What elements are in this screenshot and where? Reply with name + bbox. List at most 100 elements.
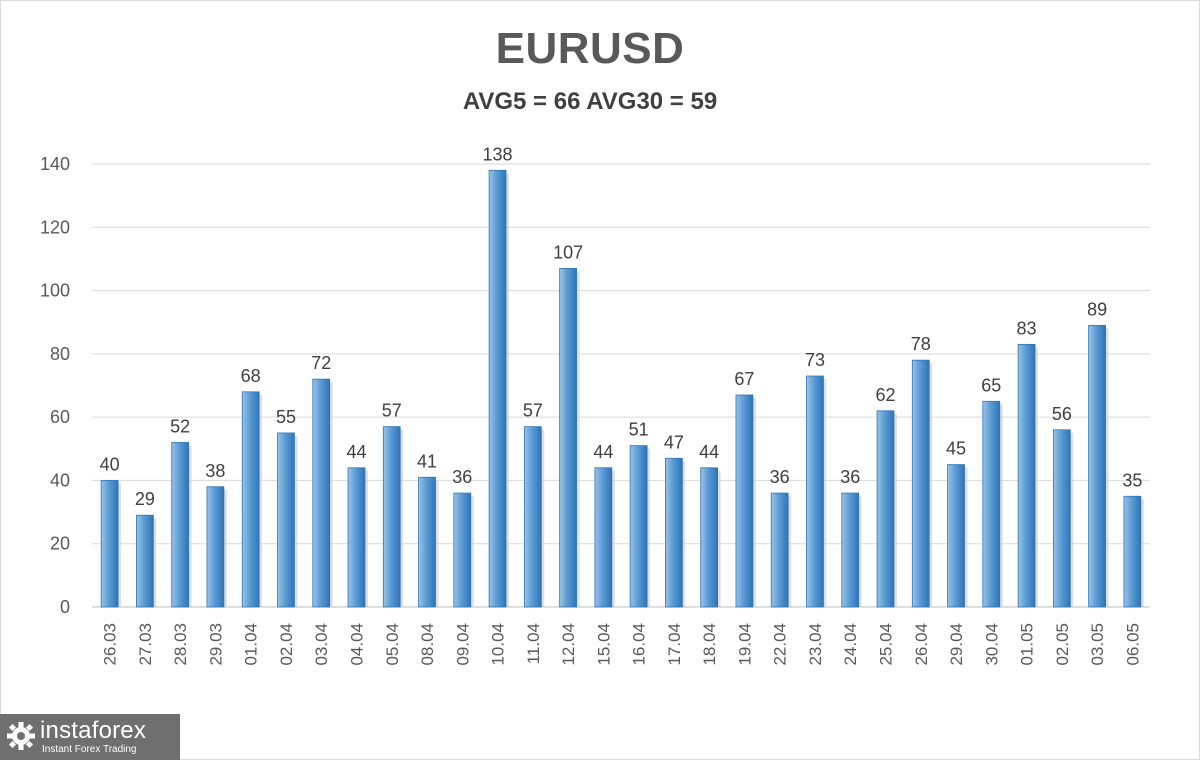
- bar: [453, 492, 472, 608]
- logo-name: instaforex: [40, 717, 147, 744]
- x-tick-label: 09.04: [453, 623, 472, 666]
- data-label: 107: [553, 242, 583, 262]
- bar: [982, 400, 1001, 608]
- y-tick-label: 40: [50, 470, 70, 490]
- x-tick-label: 29.04: [947, 623, 966, 666]
- x-tick-label: 18.04: [700, 623, 719, 666]
- data-label: 45: [946, 439, 966, 459]
- data-label: 57: [382, 401, 402, 421]
- bar: [700, 467, 719, 608]
- bar: [770, 492, 789, 608]
- x-tick-label: 27.03: [136, 623, 155, 666]
- x-tick-label: 02.05: [1053, 623, 1072, 666]
- x-tick-label: 10.04: [489, 623, 508, 666]
- x-tick-label: 26.04: [912, 623, 931, 666]
- bar: [136, 514, 154, 608]
- y-tick-label: 80: [50, 344, 70, 364]
- x-tick-label: 04.04: [348, 623, 367, 666]
- x-tick-label: 23.04: [806, 623, 825, 666]
- x-tick-label: 17.04: [665, 623, 684, 666]
- data-label: 55: [276, 407, 296, 427]
- bar: [418, 476, 436, 608]
- bar: [594, 467, 613, 608]
- x-tick-label: 01.05: [1018, 623, 1037, 666]
- data-label: 35: [1122, 470, 1142, 490]
- x-tick-label: 12.04: [559, 623, 578, 666]
- bar: [947, 464, 965, 608]
- bar: [629, 445, 648, 608]
- data-label: 40: [100, 454, 120, 474]
- data-label: 36: [840, 467, 860, 487]
- bar: [100, 480, 119, 608]
- x-tick-label: 24.04: [841, 623, 860, 666]
- bar: [1123, 495, 1142, 608]
- bar: [277, 432, 295, 608]
- x-tick-label: 05.04: [383, 623, 402, 666]
- data-label: 138: [483, 144, 513, 164]
- x-tick-label: 01.04: [242, 623, 261, 666]
- data-label: 56: [1052, 404, 1072, 424]
- x-tick-label: 03.04: [312, 623, 331, 666]
- data-label: 57: [523, 401, 543, 421]
- x-tick-label: 08.04: [418, 623, 437, 666]
- data-labels: 40 29 52 38 68 55 72 44 57 41 36 138 57 107 44 51 47 44 67…: [100, 144, 1143, 509]
- bar: [523, 426, 542, 608]
- y-tick-label: 120: [40, 217, 70, 237]
- data-label: 78: [911, 334, 931, 354]
- data-label: 67: [734, 369, 754, 389]
- y-tick-label: 140: [40, 154, 70, 174]
- data-label: 72: [311, 353, 331, 373]
- data-label: 62: [875, 385, 895, 405]
- data-label: 44: [699, 442, 719, 462]
- bar: [347, 467, 366, 608]
- data-label: 68: [241, 366, 261, 386]
- x-tick-label: 28.03: [171, 623, 190, 666]
- bar: [665, 457, 683, 608]
- bar: [841, 492, 860, 608]
- y-tick-label: 20: [50, 534, 70, 554]
- bar: [312, 378, 331, 608]
- data-label: 89: [1087, 299, 1107, 319]
- x-tick-label: 03.05: [1088, 623, 1107, 666]
- y-axis-ticks: 0 20 40 60 80 100 120 140: [40, 154, 70, 617]
- bar: [488, 169, 507, 608]
- bar: [1052, 429, 1071, 608]
- x-tick-label: 25.04: [877, 623, 896, 666]
- x-tick-label: 29.03: [206, 623, 225, 666]
- data-label: 38: [205, 461, 225, 481]
- x-axis-ticks: 26.03 27.03 28.03 29.03 01.04 02.04 03.04 04.04…: [101, 623, 1143, 666]
- gridlines: [92, 163, 1150, 608]
- data-label: 47: [664, 432, 684, 452]
- x-tick-label: 26.03: [101, 623, 120, 666]
- bar: [806, 375, 824, 608]
- x-tick-label: 02.04: [277, 623, 296, 666]
- chart-title: EURUSD: [495, 24, 685, 73]
- data-label: 65: [981, 375, 1001, 395]
- y-tick-label: 60: [50, 407, 70, 427]
- data-label: 44: [593, 442, 613, 462]
- bar: [1017, 343, 1036, 608]
- bar: [559, 268, 577, 608]
- bar: [911, 359, 930, 608]
- x-tick-label: 16.04: [630, 623, 649, 666]
- data-label: 36: [452, 467, 472, 487]
- chart-subtitle: AVG5 = 66 AVG30 = 59: [462, 88, 718, 115]
- x-tick-label: 11.04: [524, 623, 543, 664]
- data-label: 52: [170, 416, 190, 436]
- x-tick-label: 19.04: [735, 623, 754, 666]
- y-tick-label: 100: [40, 281, 70, 301]
- bar: [876, 410, 895, 608]
- y-tick-label: 0: [60, 597, 70, 617]
- data-label: 51: [629, 420, 649, 440]
- bar: [735, 394, 754, 608]
- x-tick-label: 06.05: [1123, 623, 1142, 666]
- data-label: 83: [1017, 318, 1037, 338]
- bar: [171, 442, 190, 608]
- data-label: 36: [770, 467, 790, 487]
- data-label: 44: [346, 442, 366, 462]
- x-tick-label: 30.04: [982, 623, 1001, 666]
- bar: [382, 426, 401, 608]
- data-label: 41: [417, 451, 437, 471]
